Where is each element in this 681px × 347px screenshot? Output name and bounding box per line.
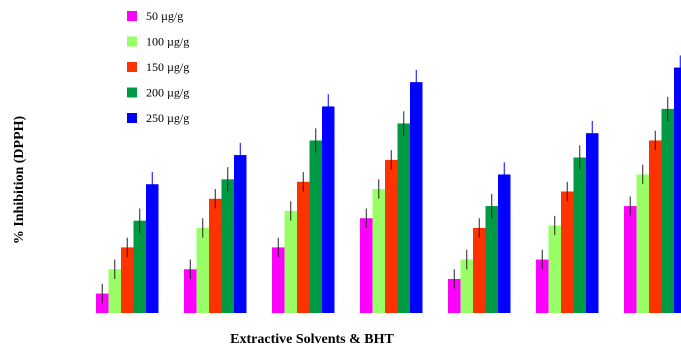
bar — [234, 155, 247, 313]
bar — [196, 227, 209, 313]
legend-swatch — [127, 87, 137, 98]
legend-swatch — [127, 113, 137, 123]
error-bars — [101, 55, 681, 304]
legend-label: 50 µg/g — [146, 9, 183, 23]
legend: 50 µg/g 100 µg/g 150 µg/g 200 µg/g 250 µg/g — [127, 9, 189, 125]
x-axis-title: Extractive Solvents & BHT — [230, 332, 394, 347]
legend-label: 100 µg/g — [146, 35, 189, 49]
bar — [322, 106, 335, 313]
legend-swatch — [127, 36, 137, 47]
bar — [636, 174, 649, 313]
legend-label: 250 µg/g — [146, 111, 189, 125]
bar — [372, 189, 385, 313]
bar — [397, 123, 410, 314]
bar — [410, 82, 423, 314]
bar — [385, 159, 398, 313]
bar — [536, 259, 549, 313]
bar — [460, 259, 473, 313]
bar — [108, 269, 121, 313]
bar — [272, 247, 285, 313]
bar — [661, 108, 674, 313]
bar — [360, 218, 373, 313]
legend-swatch — [127, 62, 137, 72]
bar — [649, 140, 662, 313]
bar — [209, 198, 222, 313]
bar — [473, 227, 486, 313]
bar — [448, 278, 461, 313]
bar — [133, 220, 146, 313]
bar — [573, 157, 586, 313]
bar — [586, 133, 599, 313]
legend-label: 200 µg/g — [146, 86, 189, 100]
bar — [146, 184, 159, 313]
bar — [548, 225, 561, 313]
bar — [184, 269, 197, 313]
bar — [221, 179, 234, 313]
bar — [284, 210, 297, 313]
bar — [309, 140, 322, 313]
bar — [674, 67, 681, 313]
bar — [561, 191, 574, 313]
bar — [297, 181, 310, 313]
y-axis-title: % Inhibition (DPPH) — [12, 115, 27, 244]
bar — [485, 206, 498, 313]
legend-swatch — [127, 11, 137, 21]
legend-label: 150 µg/g — [146, 60, 189, 74]
bar — [624, 206, 637, 313]
bar — [498, 174, 511, 313]
bar — [121, 247, 134, 313]
bars — [96, 67, 681, 314]
